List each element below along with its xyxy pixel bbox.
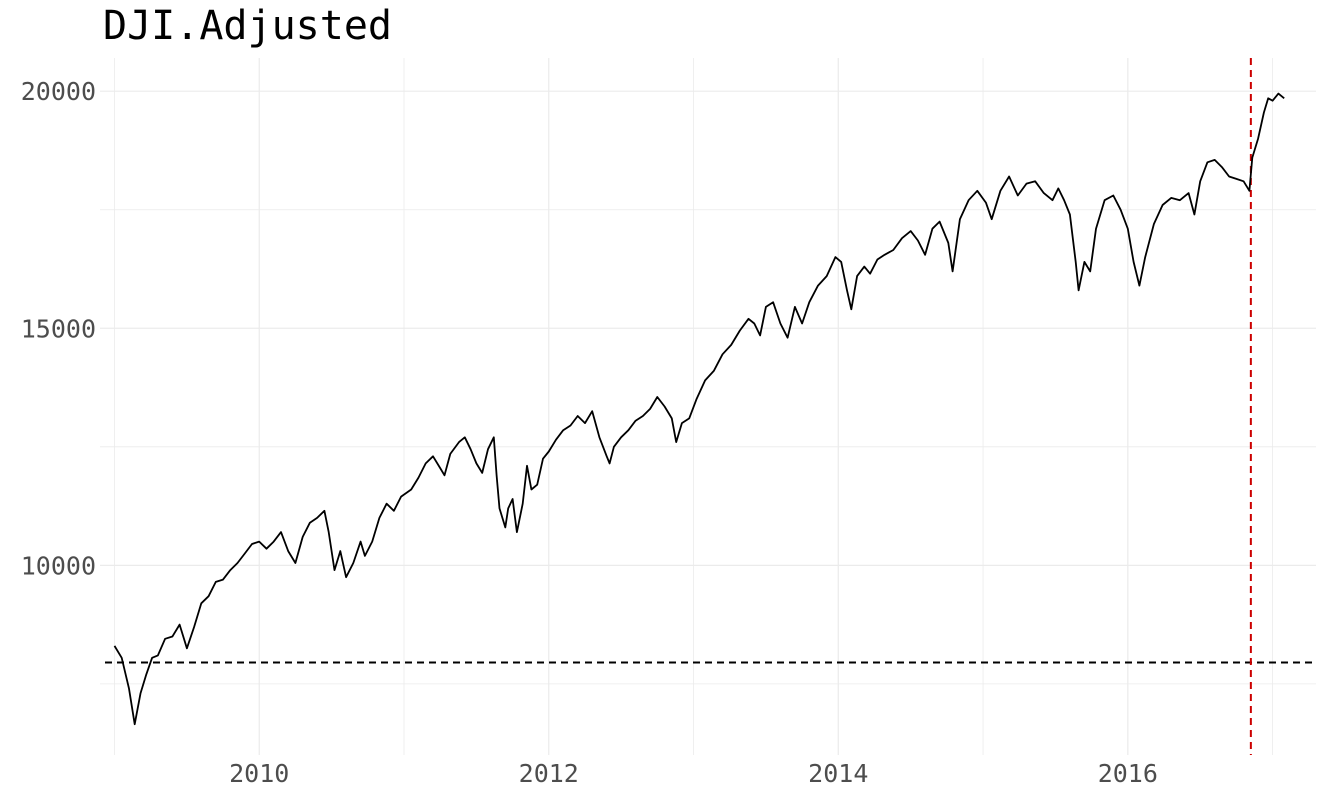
y-tick-label: 10000 <box>21 551 96 580</box>
x-tick-label: 2012 <box>519 759 579 788</box>
x-axis-ticks: 2010 2012 2014 2016 <box>229 759 1158 788</box>
chart-title: DJI.Adjusted <box>103 3 392 49</box>
x-tick-label: 2016 <box>1098 759 1158 788</box>
y-tick-label: 15000 <box>21 314 96 343</box>
y-tick-label: 20000 <box>21 77 96 106</box>
series-line <box>113 92 1285 726</box>
y-axis-ticks: 10000 15000 20000 <box>21 77 96 580</box>
grid-lines <box>100 58 1316 755</box>
series-layer <box>113 92 1285 726</box>
reference-lines <box>105 58 1312 755</box>
x-tick-label: 2014 <box>808 759 868 788</box>
x-tick-label: 2010 <box>229 759 289 788</box>
